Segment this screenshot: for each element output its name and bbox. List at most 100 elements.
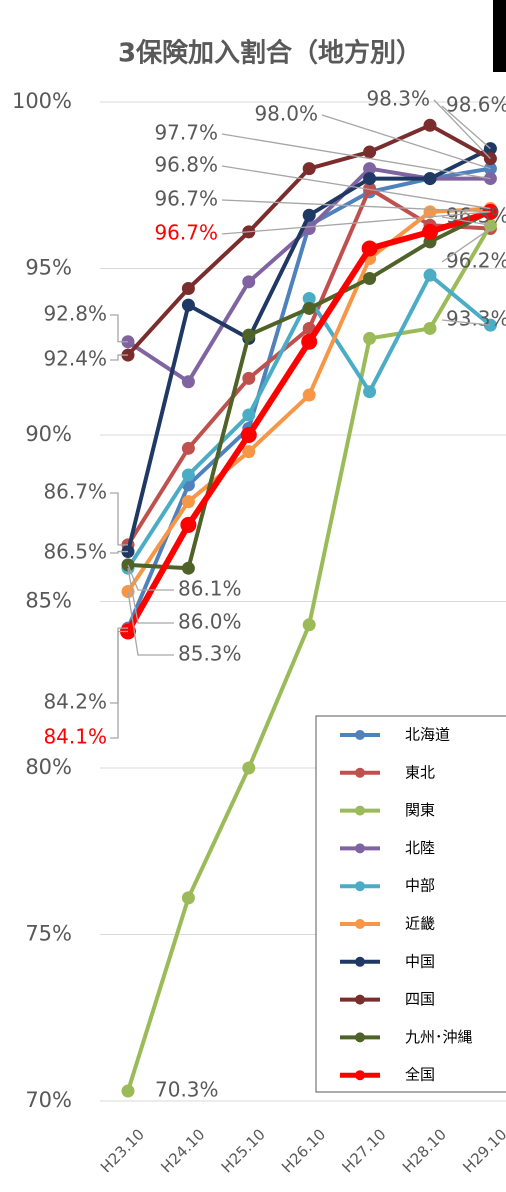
legend-marker bbox=[355, 730, 365, 740]
leader-line bbox=[441, 216, 491, 226]
leader-line bbox=[110, 492, 128, 546]
data-label: 96.8% bbox=[154, 153, 218, 177]
data-label: 84.2% bbox=[43, 690, 107, 714]
leader-line bbox=[441, 228, 491, 263]
y-tick-label: 75% bbox=[25, 922, 72, 946]
leader-line bbox=[110, 354, 128, 361]
data-label: 98.6% bbox=[446, 93, 506, 117]
data-label: 70.3% bbox=[155, 1078, 219, 1102]
legend-label: 中国 bbox=[405, 952, 435, 970]
data-label: 86.1% bbox=[178, 577, 242, 601]
data-point bbox=[361, 240, 378, 257]
cropped-box bbox=[493, 0, 506, 72]
legend-label: 東北 bbox=[405, 763, 435, 781]
x-tick-label: H25.10 bbox=[218, 1125, 269, 1176]
x-tick-label: H27.10 bbox=[339, 1125, 390, 1176]
data-point bbox=[363, 162, 377, 176]
data-label: 85.3% bbox=[178, 642, 242, 666]
data-label: 86.7% bbox=[43, 480, 107, 504]
x-tick-label: H26.10 bbox=[278, 1125, 329, 1176]
x-tick-label: H29.10 bbox=[459, 1125, 506, 1176]
data-point bbox=[242, 328, 256, 342]
leader-line bbox=[127, 564, 174, 591]
data-point bbox=[302, 208, 316, 222]
data-point bbox=[181, 561, 195, 575]
legend-label: 全国 bbox=[405, 1066, 435, 1084]
leader-line bbox=[441, 105, 491, 150]
y-tick-label: 80% bbox=[25, 755, 72, 779]
legend-marker bbox=[355, 843, 365, 854]
leader-line bbox=[127, 591, 174, 656]
leader-line bbox=[441, 319, 491, 326]
data-label: 93.3% bbox=[446, 307, 506, 331]
data-label: 92.4% bbox=[43, 347, 107, 371]
data-point bbox=[302, 388, 316, 402]
leader-line bbox=[110, 550, 128, 554]
legend-box bbox=[315, 715, 506, 1093]
legend-label: 近畿 bbox=[405, 915, 435, 933]
data-point bbox=[181, 281, 195, 295]
legend-label: 九州･沖縄 bbox=[405, 1028, 473, 1046]
data-point bbox=[181, 891, 195, 905]
y-tick-label: 70% bbox=[25, 1088, 72, 1112]
data-point bbox=[181, 468, 195, 482]
leader-line bbox=[110, 630, 128, 739]
data-label: 96.7% bbox=[154, 187, 218, 211]
data-point bbox=[423, 268, 437, 282]
data-point bbox=[180, 516, 197, 533]
data-point bbox=[363, 271, 377, 285]
data-point bbox=[242, 445, 256, 459]
data-point bbox=[181, 495, 195, 509]
legend-label: 中部 bbox=[405, 877, 435, 895]
data-point bbox=[302, 291, 316, 305]
data-label: 97.7% bbox=[154, 121, 218, 145]
x-tick-label: H28.10 bbox=[399, 1125, 450, 1176]
data-label: 84.1% bbox=[43, 725, 107, 749]
data-point bbox=[240, 427, 257, 443]
legend-label: 北陸 bbox=[405, 839, 435, 857]
data-point bbox=[363, 385, 377, 399]
y-tick-label: 90% bbox=[25, 422, 72, 446]
leader-line bbox=[321, 114, 491, 170]
leader-line bbox=[221, 199, 491, 213]
legend-marker bbox=[355, 956, 365, 967]
legend-label: 四国 bbox=[405, 990, 435, 1008]
data-point bbox=[242, 408, 256, 422]
y-tick-label: 85% bbox=[25, 589, 72, 613]
data-point bbox=[302, 618, 316, 632]
data-label: 92.8% bbox=[43, 302, 107, 326]
x-tick-label: H23.10 bbox=[97, 1125, 148, 1176]
legend-marker bbox=[355, 994, 365, 1005]
leader-line bbox=[110, 314, 128, 343]
data-point bbox=[302, 162, 316, 176]
data-label: 98.0% bbox=[254, 102, 318, 126]
data-point bbox=[363, 172, 377, 186]
data-label: 96.7% bbox=[154, 221, 218, 245]
legend-marker bbox=[355, 1032, 365, 1043]
legend-marker bbox=[355, 881, 365, 892]
legend-label: 北海道 bbox=[405, 726, 450, 744]
data-point bbox=[242, 371, 256, 385]
data-point bbox=[242, 761, 256, 775]
data-label: 96.2% bbox=[446, 249, 506, 273]
chart-title: 3保険加入割合（地方別） bbox=[118, 38, 422, 69]
legend-marker bbox=[355, 805, 365, 816]
leader-line bbox=[221, 165, 491, 210]
data-label: 86.5% bbox=[43, 540, 107, 564]
y-tick-label: 95% bbox=[25, 256, 72, 280]
data-label: 96.3% bbox=[446, 204, 506, 228]
data-point bbox=[242, 275, 256, 289]
data-point bbox=[423, 118, 437, 132]
leader-line bbox=[221, 211, 491, 235]
legend-marker bbox=[355, 919, 365, 929]
leader-line bbox=[221, 133, 491, 180]
data-point bbox=[423, 321, 437, 335]
data-point bbox=[121, 1084, 135, 1098]
data-point bbox=[363, 145, 377, 159]
y-tick-label: 100% bbox=[12, 89, 72, 113]
data-point bbox=[181, 375, 195, 389]
data-point bbox=[422, 223, 438, 240]
data-point bbox=[181, 441, 195, 455]
